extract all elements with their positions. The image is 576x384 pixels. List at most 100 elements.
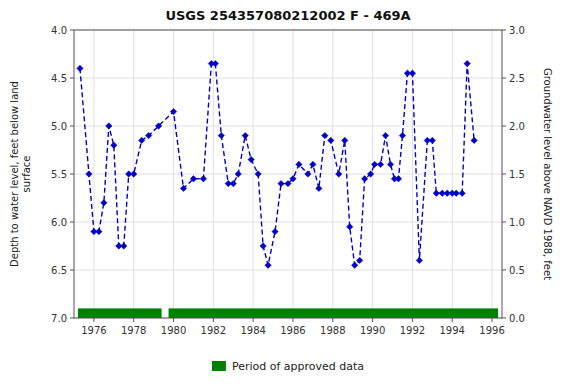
x-tick: [492, 318, 493, 322]
y2-tick-label: 1.0: [509, 217, 525, 228]
series-marker: [101, 200, 107, 206]
y2-tick-label: 0.0: [509, 313, 525, 324]
x-tick-label: 1976: [81, 325, 106, 336]
plot-frame: [74, 30, 502, 318]
series-marker: [361, 176, 367, 182]
title: USGS 254357080212002 F - 469A: [165, 8, 410, 23]
y-tick: [70, 30, 74, 31]
y-tick: [70, 126, 74, 127]
series-marker: [336, 171, 342, 177]
series-marker: [248, 156, 254, 162]
series-marker: [272, 228, 278, 234]
y-axis-label: Depth to water level, feet below landsur…: [9, 81, 32, 267]
series-marker: [342, 137, 348, 143]
background: [0, 0, 576, 384]
x-tick: [173, 318, 174, 322]
series-marker: [351, 262, 357, 268]
series-marker: [429, 137, 435, 143]
approved-period-bar: [78, 308, 162, 318]
legend-label: Period of approved data: [232, 360, 364, 373]
chart: 1976197819801982198419861988199019921994…: [0, 0, 576, 384]
y-grid-line: [74, 174, 502, 175]
series-marker: [399, 132, 405, 138]
y-grid-line: [74, 222, 502, 223]
x-tick-label: 1996: [479, 325, 504, 336]
grid: [74, 30, 502, 318]
series-marker: [190, 176, 196, 182]
y-tick-label: 4.5: [51, 73, 67, 84]
series-marker: [453, 190, 459, 196]
series-marker: [310, 161, 316, 167]
x-tick: [213, 318, 214, 322]
series-marker: [278, 180, 284, 186]
x-tick-label: 1988: [320, 325, 345, 336]
y-tick-label: 7.0: [51, 313, 67, 324]
x-tick-label: 1986: [280, 325, 305, 336]
series-marker: [395, 176, 401, 182]
series-marker: [138, 137, 144, 143]
y-tick: [70, 78, 74, 79]
y2-tick-label: 2.5: [509, 73, 525, 84]
y2-axis-label: Groundwater level above NAVD 1988, feet: [542, 68, 553, 280]
series-marker: [371, 161, 377, 167]
y-tick-label: 5.0: [51, 121, 67, 132]
x-tick: [452, 318, 453, 322]
y-tick-label: 6.5: [51, 265, 67, 276]
series-marker: [347, 224, 353, 230]
y-tick-label: 5.5: [51, 169, 67, 180]
y2-tick: [502, 222, 506, 223]
y2-tick: [502, 126, 506, 127]
series-marker: [356, 257, 362, 263]
x-tick: [133, 318, 134, 322]
series-marker: [77, 65, 83, 71]
plot-data: [77, 60, 498, 318]
series-marker: [471, 137, 477, 143]
series-line: [80, 64, 474, 266]
series-marker: [387, 161, 393, 167]
y-tick-label: 6.0: [51, 217, 67, 228]
series-marker: [121, 243, 127, 249]
series-marker: [212, 60, 218, 66]
x-tick-label: 1984: [240, 325, 265, 336]
x-tick-label: 1978: [121, 325, 146, 336]
series-marker: [111, 142, 117, 148]
series-marker: [235, 171, 241, 177]
series-marker: [255, 171, 261, 177]
y-tick: [70, 174, 74, 175]
series-marker: [265, 262, 271, 268]
series-marker: [464, 60, 470, 66]
y2-tick: [502, 78, 506, 79]
y-axis-label-line: Depth to water level, feet below land: [9, 81, 20, 267]
x-tick-label: 1992: [400, 325, 425, 336]
series-marker: [296, 161, 302, 167]
y-grid-line: [74, 270, 502, 271]
x-tick-label: 1994: [440, 325, 465, 336]
x-tick: [253, 318, 254, 322]
x-tick: [332, 318, 333, 322]
series-marker: [409, 70, 415, 76]
series-marker: [328, 137, 334, 143]
series-marker: [459, 190, 465, 196]
x-tick-label: 1990: [360, 325, 385, 336]
y-axis-label-line: surface: [21, 156, 32, 193]
y-grid-line: [74, 78, 502, 79]
series-marker: [131, 171, 137, 177]
approved-period-bar: [169, 308, 498, 318]
series-marker: [230, 180, 236, 186]
legend: Period of approved data: [212, 360, 364, 373]
y-grid-line: [74, 126, 502, 127]
series-marker: [106, 123, 112, 129]
x-tick: [412, 318, 413, 322]
series-marker: [305, 171, 311, 177]
series-marker: [218, 132, 224, 138]
series-marker: [285, 180, 291, 186]
series-marker: [145, 132, 151, 138]
series-marker: [200, 176, 206, 182]
y-tick: [70, 270, 74, 271]
series-marker: [433, 190, 439, 196]
series-marker: [290, 176, 296, 182]
y2-tick-label: 3.0: [509, 25, 525, 36]
x-tick-label: 1982: [201, 325, 226, 336]
y-tick-label: 4.0: [51, 25, 67, 36]
y2-tick-label: 2.0: [509, 121, 525, 132]
